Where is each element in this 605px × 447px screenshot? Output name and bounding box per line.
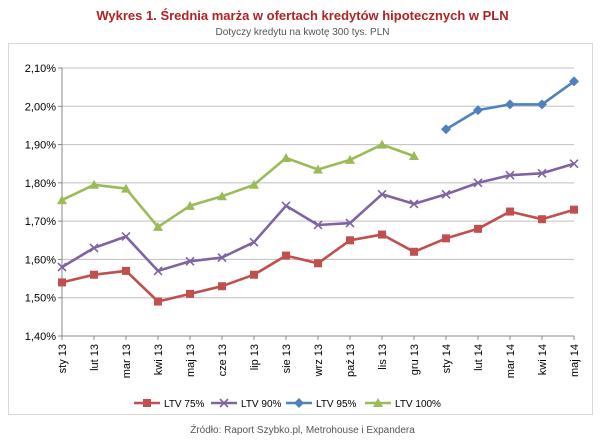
data-point-ltv-100 xyxy=(281,152,291,162)
data-point-ltv-75 xyxy=(506,207,514,216)
data-point-ltv-100 xyxy=(249,179,259,189)
x-tick-label: gru 13 xyxy=(409,344,421,375)
legend-label-ltv-100: LTV 100% xyxy=(395,399,441,410)
data-point-ltv-90 xyxy=(377,189,387,199)
data-point-ltv-90 xyxy=(537,168,547,178)
data-point-ltv-100 xyxy=(409,151,419,161)
x-tick-label: mar 14 xyxy=(505,344,517,378)
chart-area xyxy=(8,43,593,415)
x-tick-label: sty 14 xyxy=(441,344,453,373)
data-point-ltv-75 xyxy=(314,259,322,268)
y-tick-label: 1,90% xyxy=(25,140,56,152)
chart-subtitle: Dotyczy kredytu na kwotę 300 tys. PLN xyxy=(215,27,390,38)
data-point-ltv-90 xyxy=(441,189,451,199)
chart-title: Wykres 1. Średnia marża w ofertach kredy… xyxy=(96,8,509,23)
legend-label-ltv-95: LTV 95% xyxy=(316,399,356,410)
data-point-ltv-90 xyxy=(281,201,291,211)
x-tick-label: maj 13 xyxy=(185,344,197,377)
x-tick-label: lip 13 xyxy=(249,344,261,370)
data-point-ltv-90 xyxy=(569,159,579,169)
legend-marker-ltv-90 xyxy=(219,398,229,408)
y-tick-label: 2,00% xyxy=(25,101,56,113)
data-point-ltv-75 xyxy=(186,289,194,298)
x-tick-label: mar 13 xyxy=(121,344,133,378)
y-tick-label: 1,50% xyxy=(25,293,56,305)
series-line-ltv-100 xyxy=(61,143,415,229)
data-point-ltv-100 xyxy=(345,154,355,164)
x-tick-label: kwi 13 xyxy=(153,344,165,375)
data-point-ltv-75 xyxy=(154,297,162,306)
data-point-ltv-75 xyxy=(538,215,546,224)
chart-source: Źródło: Raport Szybko.pl, Metrohouse i E… xyxy=(190,425,415,436)
data-point-ltv-75 xyxy=(218,282,226,291)
data-point-ltv-75 xyxy=(474,224,482,233)
series-line-ltv-75 xyxy=(61,208,575,303)
data-point-ltv-100 xyxy=(89,179,99,189)
legend-marker-ltv-75 xyxy=(143,399,151,407)
data-point-ltv-90 xyxy=(345,218,355,228)
data-point-ltv-100 xyxy=(57,195,67,205)
x-tick-label: maj 14 xyxy=(569,344,581,377)
data-point-ltv-90 xyxy=(409,199,419,209)
data-point-ltv-75 xyxy=(442,234,450,243)
y-tick-label: 1,80% xyxy=(25,178,56,190)
data-point-ltv-100 xyxy=(217,191,227,201)
data-point-ltv-95 xyxy=(505,99,515,110)
x-tick-label: cze 13 xyxy=(217,344,229,376)
data-point-ltv-75 xyxy=(122,266,130,275)
data-point-ltv-100 xyxy=(185,200,195,210)
x-tick-label: sie 13 xyxy=(281,344,293,373)
data-point-ltv-75 xyxy=(378,230,386,239)
legend-marker-ltv-95 xyxy=(294,398,304,408)
data-point-ltv-75 xyxy=(282,251,290,260)
data-point-ltv-75 xyxy=(410,247,418,256)
data-point-ltv-90 xyxy=(217,252,227,263)
y-tick-label: 1,70% xyxy=(25,216,56,228)
data-point-ltv-90 xyxy=(153,266,163,276)
x-tick-label: lut 14 xyxy=(473,344,485,371)
x-tick-label: kwi 14 xyxy=(537,344,549,375)
x-tick-label: paź 13 xyxy=(345,344,357,377)
y-tick-label: 1,60% xyxy=(25,254,56,266)
x-tick-label: lut 13 xyxy=(89,344,101,371)
data-point-ltv-95 xyxy=(537,99,547,110)
y-tick-label: 1,40% xyxy=(25,331,56,343)
data-point-ltv-100 xyxy=(377,139,387,149)
legend-label-ltv-75: LTV 75% xyxy=(164,399,204,410)
x-tick-label: lis 13 xyxy=(377,344,389,370)
data-point-ltv-75 xyxy=(250,270,258,279)
data-point-ltv-95 xyxy=(569,76,579,87)
data-point-ltv-95 xyxy=(441,124,451,135)
data-point-ltv-90 xyxy=(89,243,99,253)
data-point-ltv-75 xyxy=(346,236,354,245)
data-point-ltv-75 xyxy=(90,270,98,279)
data-point-ltv-100 xyxy=(121,183,131,193)
data-point-ltv-90 xyxy=(313,220,323,230)
data-point-ltv-75 xyxy=(570,205,578,214)
data-point-ltv-90 xyxy=(121,231,131,242)
legend-marker-ltv-100 xyxy=(373,398,383,407)
data-point-ltv-90 xyxy=(185,256,195,266)
x-tick-label: sty 13 xyxy=(57,344,69,373)
data-point-ltv-90 xyxy=(473,178,483,188)
data-point-ltv-100 xyxy=(153,221,163,231)
data-point-ltv-90 xyxy=(505,170,515,180)
y-tick-label: 2,10% xyxy=(25,63,56,75)
data-point-ltv-90 xyxy=(249,237,259,247)
data-point-ltv-75 xyxy=(58,278,66,287)
data-point-ltv-90 xyxy=(57,262,67,272)
legend-label-ltv-90: LTV 90% xyxy=(241,399,281,410)
data-point-ltv-95 xyxy=(473,105,483,116)
x-tick-label: wrz 13 xyxy=(313,344,325,377)
data-point-ltv-100 xyxy=(313,164,323,174)
